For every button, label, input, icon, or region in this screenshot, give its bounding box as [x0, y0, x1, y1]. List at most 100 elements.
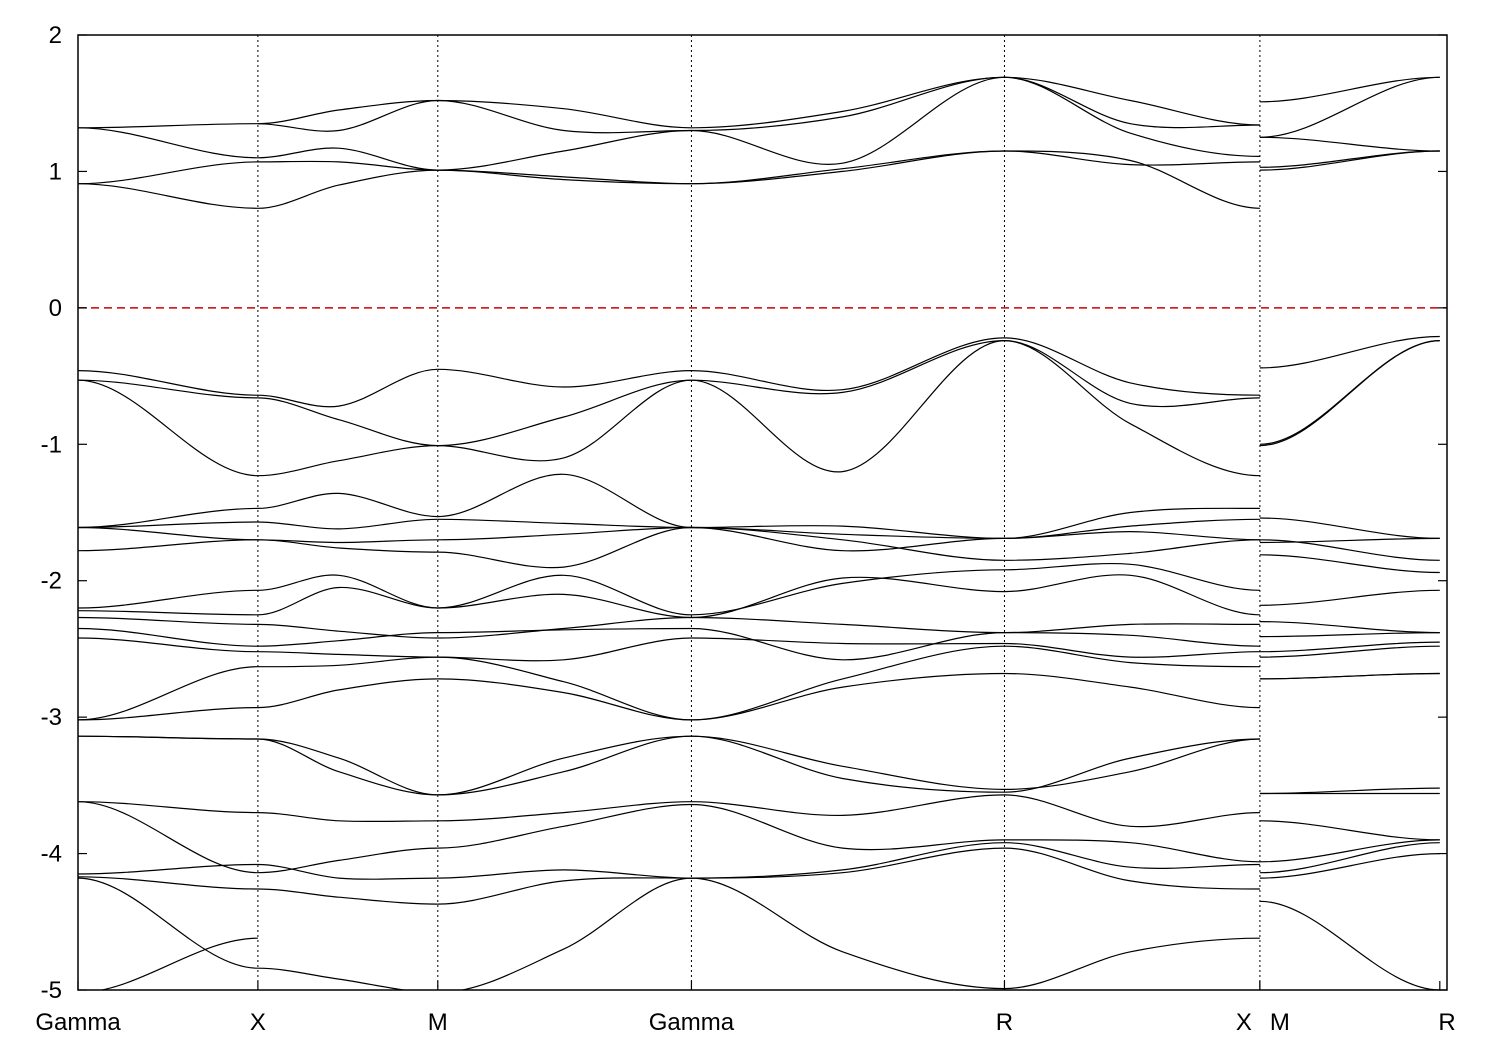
- band-line: [1004, 623, 1260, 634]
- band-line: [78, 801, 258, 814]
- band-line: [1259, 150, 1440, 171]
- band-line: [1259, 136, 1440, 152]
- band-line: [1004, 150, 1260, 209]
- y-tick-label: -1: [41, 431, 62, 458]
- y-tick-label: -2: [41, 568, 62, 595]
- band-line: [437, 379, 692, 447]
- band-line: [691, 526, 1005, 561]
- band-line: [691, 150, 1005, 185]
- band-line: [78, 876, 258, 890]
- band-line: [437, 735, 692, 796]
- band-line: [78, 627, 258, 647]
- band-line: [1259, 554, 1440, 574]
- band-line: [691, 803, 1005, 851]
- y-tick-label: -3: [41, 704, 62, 731]
- band-line: [78, 127, 258, 159]
- band-line: [257, 539, 438, 553]
- x-tick-label: X: [250, 1009, 266, 1036]
- band-line: [1259, 537, 1440, 544]
- band-line: [78, 370, 258, 396]
- band-line: [1259, 839, 1440, 863]
- band-line: [691, 637, 1005, 645]
- band-line: [437, 735, 692, 796]
- band-line: [1004, 150, 1260, 166]
- y-tick-label: 0: [49, 295, 62, 322]
- band-line: [691, 150, 1005, 185]
- band-line: [1004, 672, 1260, 709]
- band-line: [1004, 839, 1260, 863]
- band-line: [1259, 641, 1440, 653]
- band-line: [257, 888, 438, 905]
- band-line: [437, 803, 692, 849]
- band-line: [691, 877, 1005, 990]
- band-line: [691, 76, 1005, 165]
- x-tick-label: R: [996, 1009, 1013, 1036]
- x-tick-label: Gamma: [35, 1009, 121, 1036]
- band-line: [78, 735, 258, 740]
- band-line: [1259, 853, 1440, 879]
- band-line: [257, 99, 438, 125]
- band-line: [459, 877, 692, 990]
- band-line: [691, 672, 1005, 721]
- x-tick-label: M: [428, 1009, 448, 1036]
- band-line: [437, 593, 692, 619]
- band-line: [1259, 589, 1440, 606]
- band-line: [1259, 672, 1440, 680]
- band-line: [1259, 621, 1440, 634]
- band-line: [78, 161, 258, 185]
- band-line: [691, 340, 1005, 395]
- band-line: [257, 368, 438, 408]
- band-line: [257, 812, 438, 823]
- band-line: [257, 147, 438, 171]
- band-line: [257, 847, 438, 874]
- band-line: [691, 735, 1005, 790]
- band-line: [78, 526, 258, 541]
- band-line: [257, 656, 438, 668]
- x-tick-label: X: [1236, 1009, 1252, 1036]
- band-line: [437, 627, 692, 634]
- band-line: [691, 569, 1005, 616]
- band-line: [1259, 76, 1440, 103]
- y-axis: 2 1 0 -1 -2 -3 -4 -5: [41, 22, 1447, 1004]
- band-line: [78, 801, 258, 874]
- band-line: [257, 678, 438, 709]
- band-line: [98, 937, 258, 990]
- band-line: [257, 99, 438, 132]
- band-line: [437, 869, 692, 879]
- band-line: [691, 526, 1005, 552]
- band-line: [1004, 632, 1260, 647]
- band-line: [437, 99, 692, 129]
- x-tick-label: R: [1438, 1009, 1455, 1036]
- band-line: [257, 574, 438, 609]
- band-line: [78, 379, 258, 399]
- band-line: [691, 842, 1005, 879]
- band-line: [1004, 937, 1260, 990]
- x-axis: Gamma X M Gamma R X M R: [35, 981, 1456, 1036]
- band-line: [78, 521, 258, 529]
- band-line: [257, 632, 438, 647]
- band-line: [437, 169, 692, 185]
- band-line: [437, 129, 692, 171]
- band-line: [78, 610, 258, 616]
- band-line: [691, 76, 1005, 132]
- band-line: [691, 76, 1005, 129]
- band-line: [437, 877, 692, 905]
- y-tick-label: 1: [49, 158, 62, 185]
- band-line: [691, 576, 1005, 619]
- band-line: [437, 616, 692, 639]
- band-line: [257, 863, 438, 880]
- band-line: [257, 539, 438, 544]
- band-line: [1004, 507, 1260, 539]
- band-line: [1004, 76, 1260, 126]
- band-line: [1259, 787, 1440, 795]
- band-line: [257, 445, 438, 477]
- band-line: [691, 794, 1005, 817]
- band-line: [1259, 340, 1440, 447]
- band-line: [78, 707, 258, 721]
- band-line: [1259, 335, 1440, 369]
- band-line: [78, 616, 258, 625]
- y-tick-label: -4: [41, 841, 62, 868]
- band-line: [437, 518, 692, 529]
